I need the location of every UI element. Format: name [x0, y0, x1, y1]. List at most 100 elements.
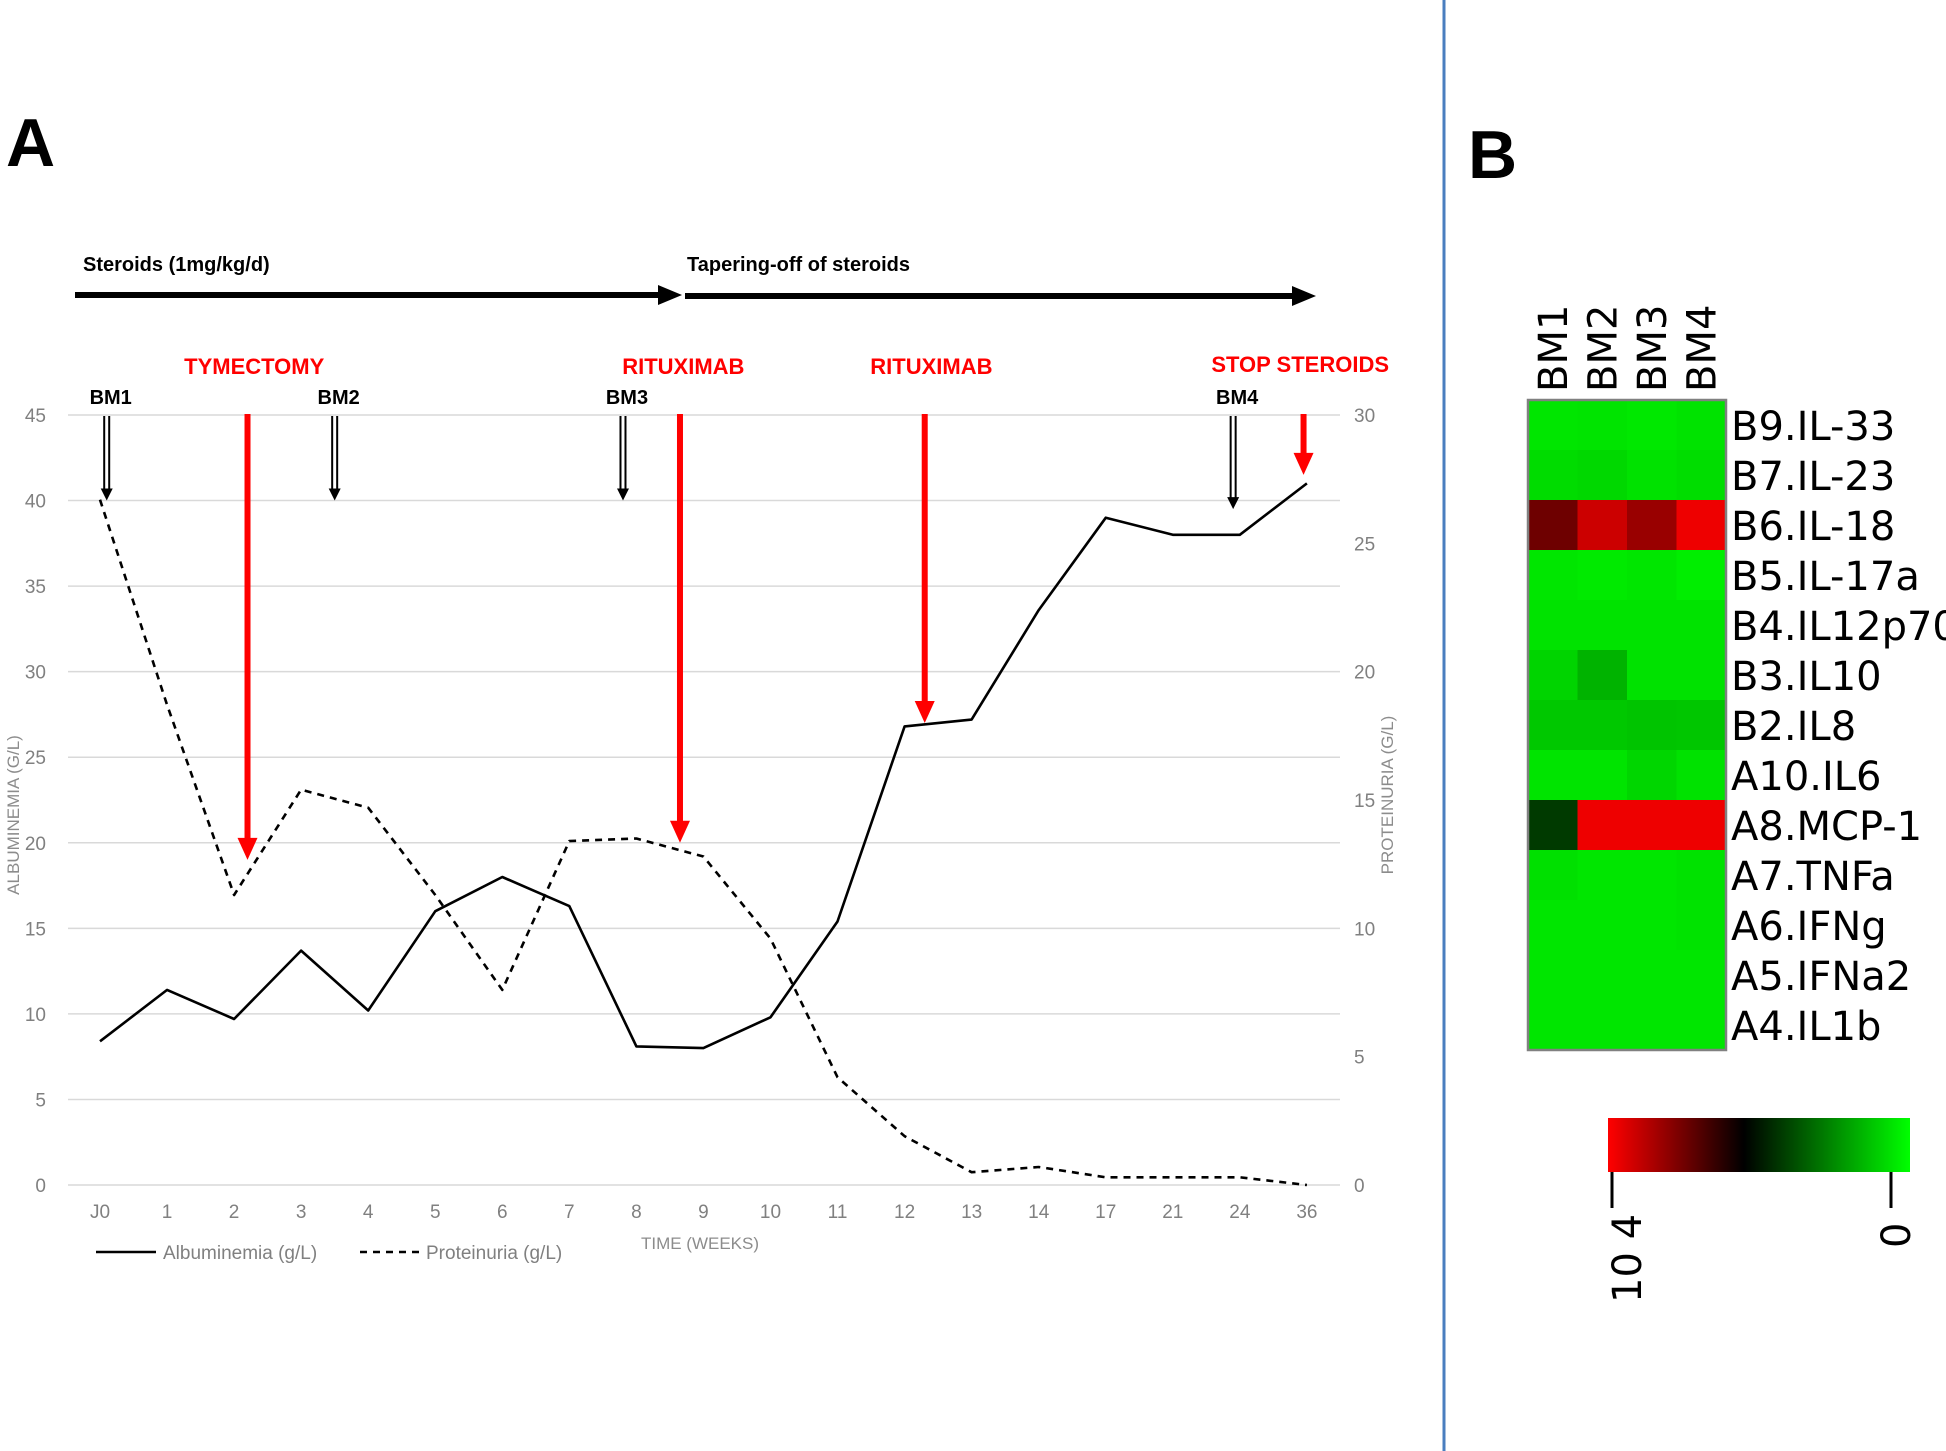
left-axis-tick-label: 20 — [25, 834, 46, 855]
heatmap-row-label: A8.MCP-1 — [1731, 804, 1922, 850]
heatmap-cell — [1528, 600, 1578, 651]
x-axis-tick-label: 14 — [1028, 1202, 1050, 1223]
therapy-label: Tapering-off of steroids — [687, 254, 910, 276]
heatmap-row-label: B2.IL8 — [1731, 704, 1856, 750]
x-axis-tick-label: 10 — [760, 1202, 781, 1223]
albuminemia-line — [99, 482, 1308, 1050]
bm-label: BM3 — [606, 387, 648, 409]
chart-legend: Albuminemia (g/L) Proteinuria (g/L) — [96, 1243, 562, 1264]
heatmap-cell — [1627, 750, 1677, 801]
heatmap-cell — [1528, 450, 1578, 501]
x-axis-tick-label: J0 — [90, 1202, 110, 1223]
heatmap-cell — [1676, 1000, 1727, 1051]
event-label: STOP STEROIDS — [1211, 352, 1389, 377]
heatmap-cell — [1577, 750, 1628, 801]
event-arrow-head — [1293, 452, 1314, 475]
legend-label: Albuminemia (g/L) — [163, 1243, 317, 1264]
heatmap-row-label: A4.IL1b — [1731, 1004, 1881, 1050]
heatmap-row-label: A7.TNFa — [1731, 854, 1895, 900]
bm-label: BM1 — [90, 387, 132, 409]
event-arrow-head — [914, 701, 935, 723]
bm-markers: BM1 BM2 BM3 BM4 — [90, 387, 1259, 510]
heatmap-cell — [1676, 800, 1727, 851]
heatmap-cell — [1577, 450, 1628, 501]
heatmap-column-labels: BM1 BM2 BM3 BM4 — [1531, 305, 1726, 392]
x-axis-ticks: J0 1 2 3 4 5 6 7 8 9 10 11 12 13 14 17 21 24 36 — [90, 1202, 1318, 1223]
heatmap-cell — [1627, 600, 1677, 651]
tapering-arrow-head — [1292, 286, 1316, 306]
heatmap-cell — [1577, 400, 1628, 451]
heatmap-cell — [1528, 700, 1578, 751]
heatmap-cell — [1627, 900, 1677, 951]
heatmap-row-label: B9.IL-33 — [1731, 404, 1895, 450]
x-axis-tick-label: 1 — [162, 1202, 173, 1223]
heatmap-cell — [1577, 950, 1628, 1001]
right-axis-ticks: 0 5 10 15 20 25 30 — [1354, 406, 1375, 1197]
heatmap-cell — [1676, 400, 1727, 451]
x-axis-tick-label: 3 — [296, 1202, 307, 1223]
heatmap-cell — [1528, 550, 1578, 601]
heatmap-cell — [1676, 950, 1727, 1001]
scale-high-label: 10 4 — [1605, 1214, 1651, 1303]
therapy-arrows: Steroids (1mg/kg/d) Tapering-off of stero… — [75, 254, 1316, 306]
event-arrow-head — [237, 837, 258, 860]
heatmap-cell — [1528, 650, 1578, 701]
left-axis-title: ALBUMINEMIA (G/L) — [4, 735, 23, 895]
series-lines — [98, 482, 1308, 1187]
x-axis-tick-label: 21 — [1162, 1202, 1183, 1223]
heatmap-cell — [1627, 950, 1677, 1001]
heatmap-cell — [1676, 600, 1727, 651]
heatmap-cell — [1627, 700, 1677, 751]
grid-lines — [68, 414, 1340, 1186]
heatmap-cell — [1577, 850, 1628, 901]
bm-label: BM2 — [318, 387, 360, 409]
left-axis-ticks: 0 5 10 15 20 25 30 35 40 45 — [25, 406, 46, 1197]
heatmap-cell — [1627, 500, 1677, 551]
x-axis-tick-label: 8 — [631, 1202, 642, 1223]
heatmap-cell — [1627, 850, 1677, 901]
left-axis-tick-label: 40 — [25, 492, 46, 513]
x-axis-tick-label: 9 — [698, 1202, 709, 1223]
heatmap-cell — [1577, 800, 1628, 851]
left-axis-tick-label: 35 — [25, 577, 46, 598]
event-arrow-head — [669, 820, 690, 843]
heatmap-row-label: B6.IL-18 — [1731, 504, 1895, 550]
left-axis-tick-label: 10 — [25, 1005, 46, 1026]
x-axis-title: TIME (WEEKS) — [641, 1234, 759, 1253]
legend-label: Proteinuria (g/L) — [426, 1243, 562, 1264]
right-axis-title: PROTEINURIA (G/L) — [1378, 716, 1397, 875]
heatmap-column-label: BM1 — [1531, 305, 1577, 392]
right-axis-tick-label: 25 — [1354, 534, 1375, 555]
heatmap-row-labels: B9.IL-33B7.IL-23B6.IL-18B5.IL-17aB4.IL12… — [1731, 404, 1946, 1050]
heatmap-cell — [1528, 1000, 1578, 1051]
x-axis-tick-label: 7 — [564, 1202, 575, 1223]
left-axis-tick-label: 25 — [25, 748, 46, 769]
therapy-label: Steroids (1mg/kg/d) — [83, 254, 270, 276]
heatmap-cell — [1528, 900, 1578, 951]
heatmap-cell — [1627, 400, 1677, 451]
left-axis-tick-label: 15 — [25, 919, 46, 940]
color-scale: 10 4 0 — [1605, 1118, 1920, 1303]
heatmap-cell — [1627, 450, 1677, 501]
right-axis-tick-label: 0 — [1354, 1176, 1365, 1197]
bm-arrow-head — [1227, 497, 1240, 510]
event-label: RITUXIMAB — [622, 354, 744, 379]
heatmap-cell — [1676, 850, 1727, 901]
heatmap-cell — [1577, 700, 1628, 751]
x-axis-tick-label: 17 — [1095, 1202, 1116, 1223]
heatmap-row-label: B4.IL12p70 — [1731, 604, 1946, 650]
bm-label: BM4 — [1216, 387, 1259, 409]
left-axis-tick-label: 45 — [25, 406, 46, 427]
heatmap-cell — [1676, 450, 1727, 501]
right-axis-tick-label: 15 — [1354, 791, 1375, 812]
heatmap-cell — [1627, 800, 1677, 851]
proteinuria-line — [98, 499, 1308, 1187]
x-axis-tick-label: 5 — [430, 1202, 441, 1223]
right-axis-tick-label: 5 — [1354, 1048, 1365, 1069]
heatmap-cell — [1627, 650, 1677, 701]
heatmap-cell — [1676, 550, 1727, 601]
left-axis-tick-label: 0 — [35, 1176, 46, 1197]
event-label: TYMECTOMY — [184, 354, 324, 379]
heatmap-cell — [1577, 500, 1628, 551]
